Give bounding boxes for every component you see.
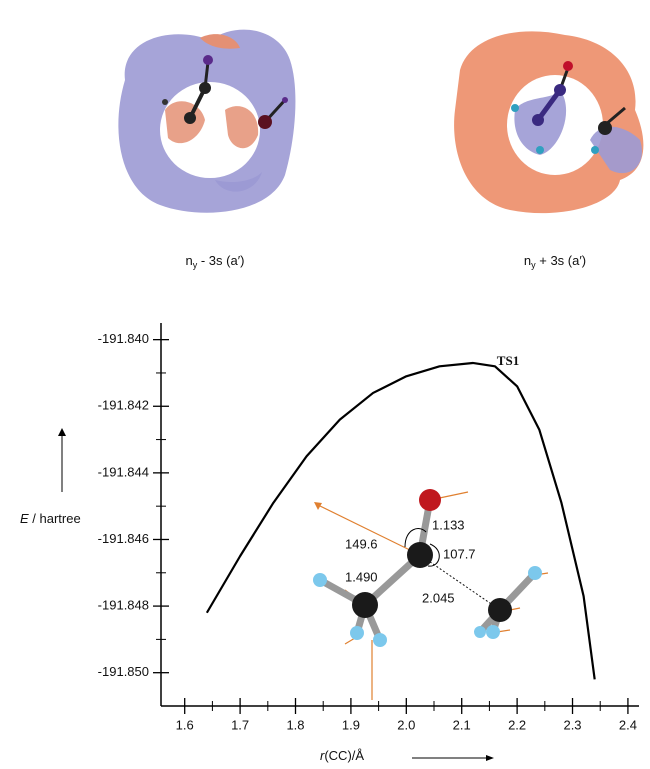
x-tick-label: 2.2 <box>508 717 526 732</box>
x-tick-label: 1.9 <box>342 717 360 732</box>
y-label-unit: / hartree <box>29 511 81 526</box>
caption-rest: + 3s (a′) <box>536 253 586 268</box>
y-tick-label: -191.848 <box>98 598 149 613</box>
caption-base: n <box>186 253 193 268</box>
y-arrow-head <box>58 428 66 436</box>
x-arrow-head <box>486 755 494 761</box>
x-tick-label: 1.6 <box>176 717 194 732</box>
y-tick-label: -191.846 <box>98 531 149 546</box>
x-tick-label: 1.7 <box>231 717 249 732</box>
y-label-symbol: E <box>20 511 29 526</box>
y-tick-label: -191.850 <box>98 664 149 679</box>
orbital-right <box>454 31 643 213</box>
x-label-unit: (CC)/Å <box>324 748 364 763</box>
figure: ny - 3s (a′) ny + 3s (a′) E / hartree r(… <box>0 0 650 769</box>
orbital-caption: ny - 3s (a′) <box>186 253 245 270</box>
bond-label: 2.045 <box>422 590 455 605</box>
energy-curve <box>207 363 595 679</box>
y-axis-label: E / hartree <box>20 511 81 526</box>
bond-label: 1.133 <box>432 517 465 532</box>
angle-label: 107.7 <box>443 546 476 561</box>
page: {"orbitals": [ {"base": "n", "sub": "y",… <box>0 0 650 769</box>
ts-label: TS1 <box>497 353 519 368</box>
bond-label: 1.490 <box>345 569 378 584</box>
caption-base: n <box>524 253 531 268</box>
plot: -191.840 -191.842 -191.844 -191.846 -191.848… <box>98 323 639 732</box>
orbital-caption: ny + 3s (a′) <box>524 253 586 270</box>
x-tick-label: 2.3 <box>563 717 581 732</box>
angle-label: 149.6 <box>345 536 378 551</box>
x-tick-label: 2.1 <box>453 717 471 732</box>
y-tick-label: -191.844 <box>98 464 149 479</box>
y-tick-label: -191.842 <box>98 398 149 413</box>
x-axis-label: r(CC)/Å <box>320 748 364 763</box>
orbital-left <box>118 30 295 213</box>
x-tick-label: 2.0 <box>397 717 415 732</box>
y-tick-label: -191.840 <box>98 331 149 346</box>
x-tick-label: 1.8 <box>286 717 304 732</box>
caption-rest: - 3s (a′) <box>197 253 244 268</box>
x-tick-label: 2.4 <box>619 717 637 732</box>
